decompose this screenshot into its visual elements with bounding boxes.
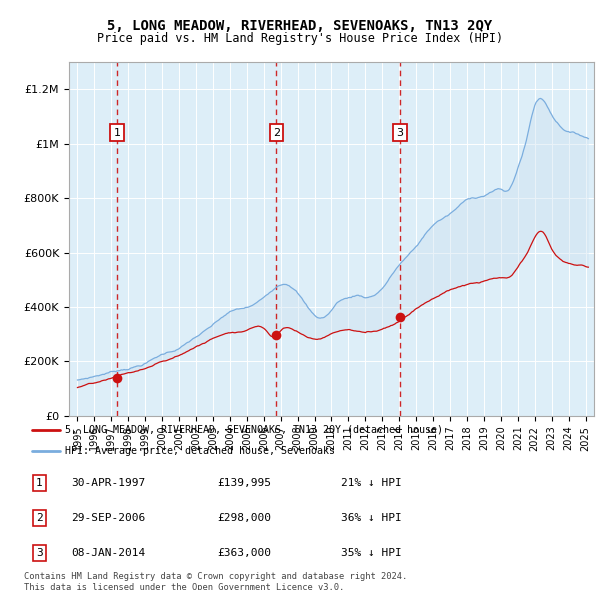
Text: 08-JAN-2014: 08-JAN-2014	[71, 548, 145, 558]
Text: Price paid vs. HM Land Registry's House Price Index (HPI): Price paid vs. HM Land Registry's House …	[97, 32, 503, 45]
Text: 29-SEP-2006: 29-SEP-2006	[71, 513, 145, 523]
Text: 5, LONG MEADOW, RIVERHEAD, SEVENOAKS, TN13 2QY (detached house): 5, LONG MEADOW, RIVERHEAD, SEVENOAKS, TN…	[65, 425, 443, 435]
Text: 5, LONG MEADOW, RIVERHEAD, SEVENOAKS, TN13 2QY: 5, LONG MEADOW, RIVERHEAD, SEVENOAKS, TN…	[107, 19, 493, 33]
Text: 21% ↓ HPI: 21% ↓ HPI	[341, 478, 402, 489]
Text: 35% ↓ HPI: 35% ↓ HPI	[341, 548, 402, 558]
Text: 3: 3	[396, 128, 403, 137]
Text: 3: 3	[36, 548, 43, 558]
Text: HPI: Average price, detached house, Sevenoaks: HPI: Average price, detached house, Seve…	[65, 447, 335, 457]
Text: 1: 1	[113, 128, 121, 137]
Text: 36% ↓ HPI: 36% ↓ HPI	[341, 513, 402, 523]
Text: £298,000: £298,000	[217, 513, 271, 523]
Text: 2: 2	[273, 128, 280, 137]
Text: Contains HM Land Registry data © Crown copyright and database right 2024.
This d: Contains HM Land Registry data © Crown c…	[24, 572, 407, 590]
Text: £363,000: £363,000	[217, 548, 271, 558]
Text: £139,995: £139,995	[217, 478, 271, 489]
Text: 30-APR-1997: 30-APR-1997	[71, 478, 145, 489]
Text: 2: 2	[36, 513, 43, 523]
Text: 1: 1	[36, 478, 43, 489]
